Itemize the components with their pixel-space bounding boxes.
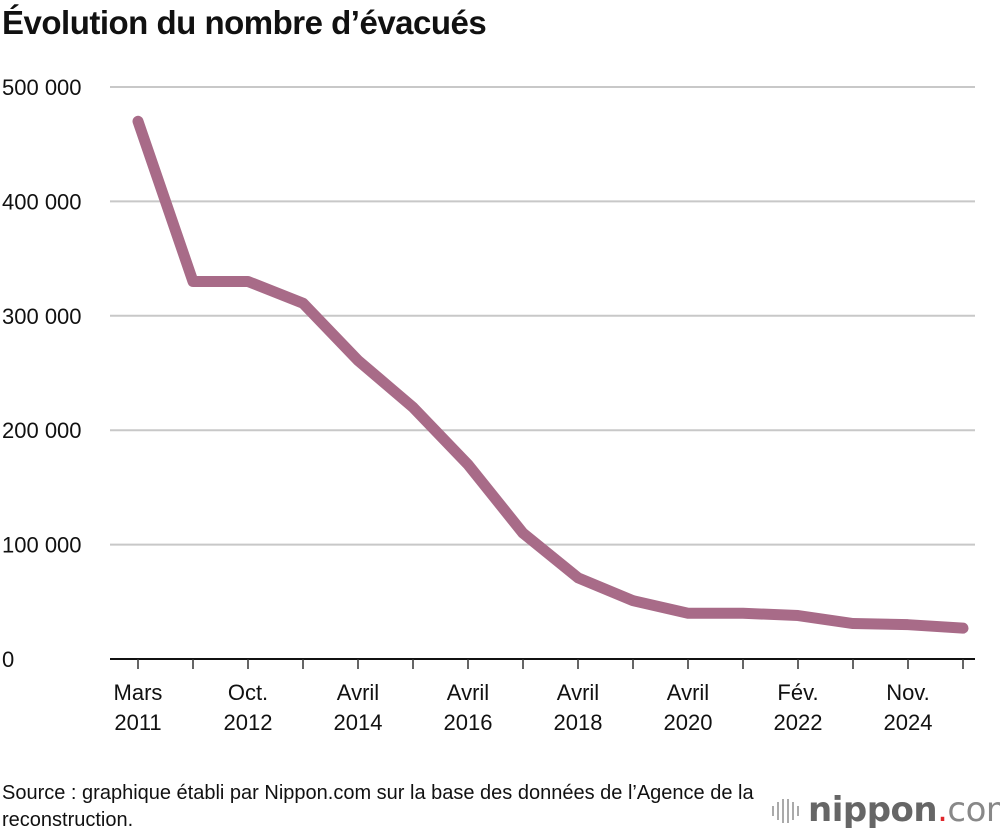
y-tick-label: 100 000 (2, 533, 82, 558)
x-tick-label: Nov. (886, 680, 930, 705)
x-tick-label: 2014 (334, 710, 383, 735)
series-line (132, 115, 969, 634)
x-tick-label: Avril (667, 680, 709, 705)
line-chart: 0 100 000 200 000 300 000 400 000 500 000 Mars… (2, 75, 975, 735)
x-tick-label: Fév. (777, 680, 818, 705)
y-tick-label: 0 (2, 647, 14, 672)
y-tick-label: 500 000 (2, 75, 82, 100)
x-tick-label: 2016 (444, 710, 493, 735)
y-tick-label: 400 000 (2, 189, 82, 214)
x-tick-label: Avril (447, 680, 489, 705)
x-tick-label: 2020 (664, 710, 713, 735)
chart-title: Évolution du nombre d’évacués (2, 4, 487, 41)
source-note: Source : graphique établi par Nippon.com… (2, 782, 754, 831)
x-tick-label: Avril (337, 680, 379, 705)
x-tick-label: Mars (114, 680, 163, 705)
x-tick-label: 2018 (554, 710, 603, 735)
x-tick-label: 2012 (224, 710, 273, 735)
x-tick-label: 2024 (884, 710, 933, 735)
y-tick-label: 200 000 (2, 418, 82, 443)
logo-bars-icon (772, 799, 799, 823)
y-tick-label: 300 000 (2, 304, 82, 329)
x-tick-label: 2011 (114, 710, 161, 735)
nippon-logo: nippon.com (770, 790, 1000, 830)
x-tick-label: Oct. (228, 680, 268, 705)
x-tick-label: 2022 (774, 710, 823, 735)
x-tick-label: Avril (557, 680, 599, 705)
